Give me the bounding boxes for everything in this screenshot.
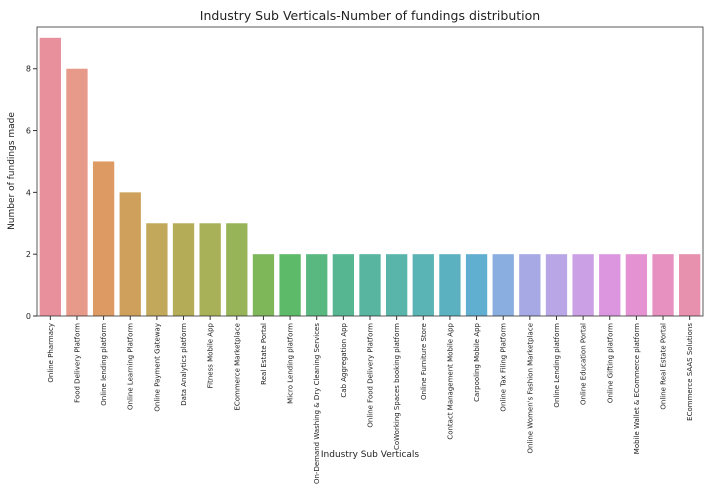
bar bbox=[306, 254, 328, 316]
chart-title: Industry Sub Verticals-Number of funding… bbox=[200, 8, 540, 23]
x-tick-label: Online Tax Filing Platform bbox=[500, 323, 508, 412]
y-tick-label: 8 bbox=[26, 65, 31, 74]
x-tick-label: Food Delivery Platform bbox=[73, 323, 81, 403]
x-tick-label: Online Gifting platform bbox=[606, 323, 614, 403]
x-axis-label: Industry Sub Verticals bbox=[321, 450, 420, 460]
bar bbox=[439, 254, 461, 316]
bar bbox=[412, 254, 434, 316]
x-tick-label: Fitness Mobile App bbox=[207, 322, 215, 388]
x-tick-label: ECommerce SAAS Solutions bbox=[686, 323, 694, 421]
x-tick-label: Carpooling Mobile App bbox=[473, 322, 481, 401]
bar bbox=[332, 254, 355, 316]
bar bbox=[279, 254, 301, 316]
bar bbox=[599, 254, 621, 316]
bar bbox=[39, 37, 61, 317]
y-tick-label: 6 bbox=[26, 127, 31, 136]
bar bbox=[146, 223, 168, 316]
x-tick-label: Cab Aggregation App bbox=[340, 322, 348, 397]
bar bbox=[625, 254, 648, 316]
bar bbox=[652, 254, 674, 316]
x-tick-label: Online Real Estate Portal bbox=[660, 323, 668, 410]
x-tick-label: CoWorking Spaces booking platform bbox=[393, 323, 401, 450]
bar bbox=[465, 254, 488, 316]
x-tick-label: Online Food Delivery Platform bbox=[367, 323, 375, 428]
x-tick-label: Data Analytics platform bbox=[180, 323, 188, 406]
x-tick-label: Online lending platform bbox=[100, 323, 108, 406]
bar bbox=[119, 192, 141, 316]
bar bbox=[92, 161, 115, 316]
bar bbox=[199, 223, 221, 316]
x-tick-label: Online Education Portal bbox=[580, 323, 588, 405]
x-tick-label: ECommerce Marketplace bbox=[233, 323, 241, 411]
bar bbox=[252, 254, 275, 316]
bar bbox=[545, 254, 568, 316]
y-tick-label: 4 bbox=[26, 188, 31, 197]
x-tick-label: Online Lending platform bbox=[553, 323, 561, 408]
x-tick-label: Micro Lending platform bbox=[287, 323, 295, 404]
x-tick-label: Online Women's Fashion Marketplace bbox=[526, 323, 534, 454]
x-tick-label: Online Furniture Store bbox=[420, 323, 428, 400]
bar bbox=[172, 223, 195, 316]
bar bbox=[679, 254, 701, 316]
bar bbox=[492, 254, 514, 316]
x-tick-label: Online Payment Gateway bbox=[153, 323, 161, 412]
bar bbox=[519, 254, 541, 316]
x-tick-label: Contact Management Mobile App bbox=[446, 322, 454, 439]
bar bbox=[66, 68, 88, 317]
y-axis-label: Number of fundings made bbox=[7, 112, 17, 230]
bar bbox=[226, 223, 248, 316]
x-tick-label: Mobile Wallet & ECommerce platform bbox=[633, 323, 641, 454]
x-tick-label: On-Demand Washing & Dry Cleaning Service… bbox=[313, 323, 321, 484]
x-tick-label: Online Pharmacy bbox=[47, 323, 55, 383]
bar bbox=[385, 254, 408, 316]
x-tick-label: Real Estate Portal bbox=[260, 323, 268, 385]
plot-frame bbox=[36, 26, 704, 317]
y-tick-label: 2 bbox=[26, 250, 31, 259]
bar bbox=[359, 254, 381, 316]
y-tick-label: 0 bbox=[26, 312, 31, 321]
x-tick-label: Online Learning Platform bbox=[127, 323, 135, 410]
bar bbox=[572, 254, 594, 316]
